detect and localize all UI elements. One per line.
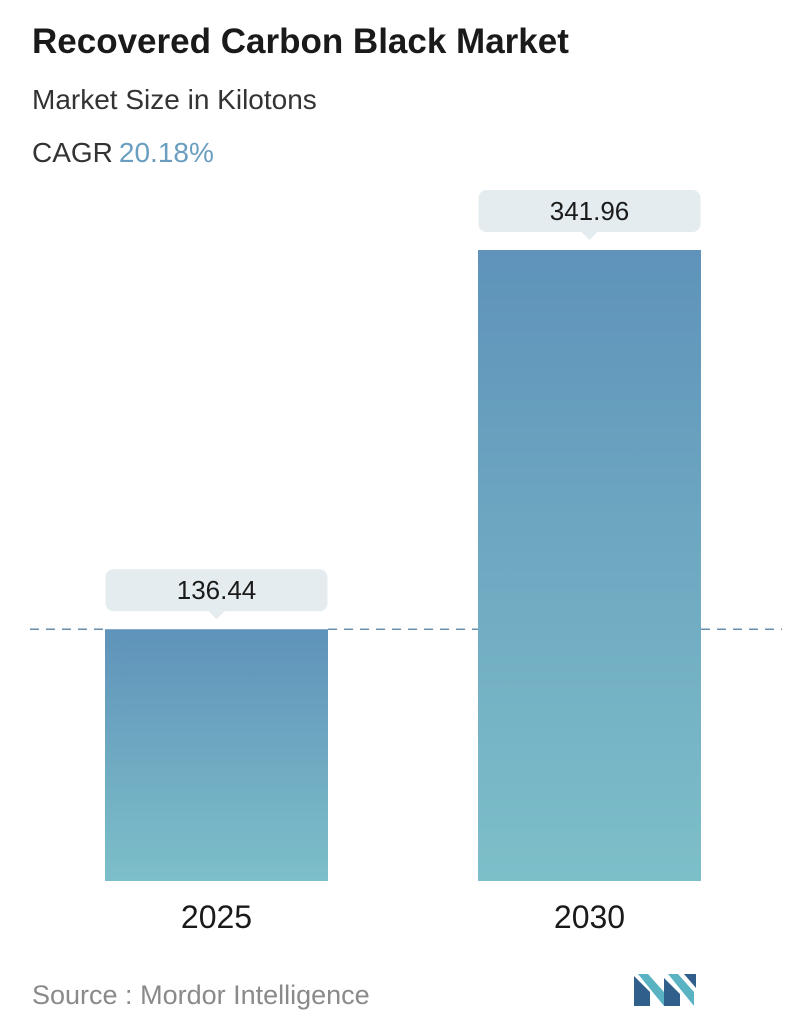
x-tick-label: 2025: [181, 899, 252, 935]
x-tick-label: 2030: [554, 899, 625, 935]
cagr-value: 20.18%: [118, 137, 214, 168]
mordor-intelligence-logo-icon: [634, 974, 696, 1006]
value-label-bubble: [478, 190, 701, 232]
value-label: 341.96: [550, 196, 630, 226]
value-label-pointer: [581, 232, 598, 240]
chart-title: Recovered Carbon Black Market: [32, 22, 569, 61]
value-label-pointer: [208, 611, 225, 620]
bar-chart: 136.44 2025 341.96 2030: [30, 190, 782, 935]
value-label-bubble: [105, 569, 328, 612]
bar-2030: [478, 250, 701, 881]
bar-2025: [105, 629, 328, 881]
value-label: 136.44: [177, 575, 257, 605]
source-label: Source :: [32, 980, 133, 1010]
source-value: Mordor Intelligence: [140, 980, 370, 1010]
chart-subtitle: Market Size in Kilotons: [32, 84, 317, 115]
cagr-label: CAGR: [32, 137, 113, 168]
source-line: Source : Mordor Intelligence: [32, 980, 370, 1011]
cagr-line: CAGR 20.18%: [32, 137, 214, 169]
